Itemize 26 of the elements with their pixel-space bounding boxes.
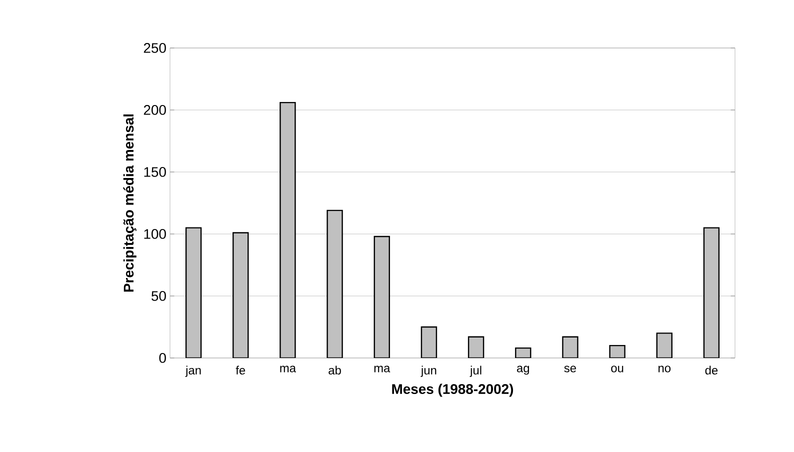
- x-tick-label: no: [658, 366, 671, 372]
- x-tick-label: ab: [328, 366, 341, 375]
- x-tick-label: ag: [516, 366, 530, 375]
- y-tick-label: 150: [144, 167, 166, 177]
- x-tick-label: de: [705, 366, 718, 375]
- x-tick-label: jul: [470, 366, 482, 377]
- bar: [703, 227, 720, 358]
- bar: [374, 236, 390, 358]
- y-tick-label: 50: [152, 291, 166, 301]
- x-tick-label: jan: [185, 366, 201, 377]
- bar: [185, 227, 202, 358]
- x-tick-label: ma: [374, 366, 390, 372]
- y-tick-label: 0: [159, 353, 166, 363]
- x-tick-label: se: [564, 366, 576, 372]
- x-tick-label: ma: [280, 366, 296, 372]
- y-tick-label: 250: [144, 43, 166, 53]
- y-tick-label: 200: [144, 105, 166, 115]
- bar: [280, 102, 296, 358]
- x-tick-label: fe: [236, 366, 246, 375]
- y-axis-title: Precipitação média mensal: [123, 114, 136, 292]
- bar: [232, 232, 249, 358]
- x-tick-label: ou: [611, 366, 624, 372]
- x-tick-label: jun: [420, 366, 436, 377]
- bar: [420, 326, 438, 358]
- y-tick-label: 100: [144, 229, 166, 239]
- x-axis-title: Meses (1988-2002): [392, 384, 514, 397]
